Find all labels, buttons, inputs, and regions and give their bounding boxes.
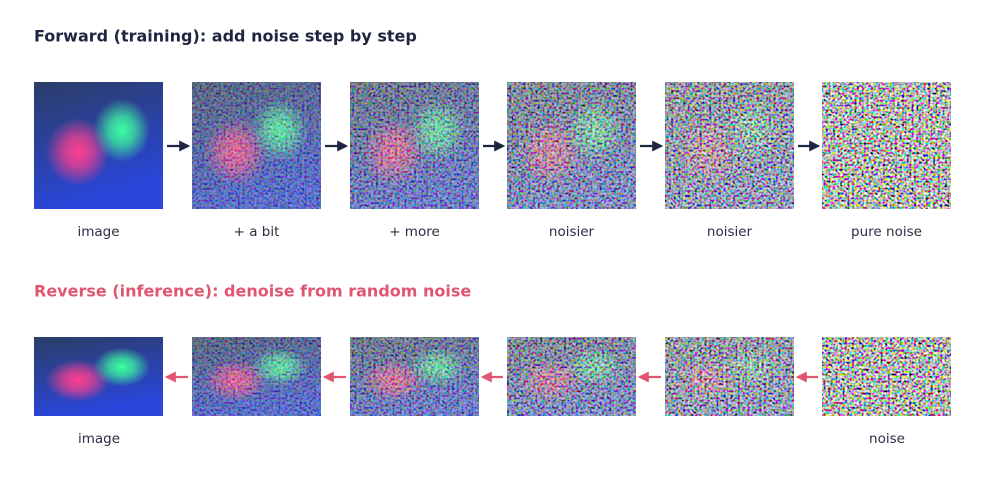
noise [822, 337, 951, 416]
image-tile [665, 337, 794, 416]
tile-content [34, 337, 163, 416]
green-blob [93, 98, 151, 163]
image-tile [665, 82, 794, 209]
image-tile [350, 82, 479, 209]
tile-content [34, 82, 163, 209]
image-tile [822, 82, 951, 209]
image-tile [822, 337, 951, 416]
green-blob [93, 347, 151, 387]
tile-content [822, 82, 951, 209]
tile-content [507, 82, 636, 209]
tile-content [665, 82, 794, 209]
noise [822, 82, 951, 209]
tile-content [350, 337, 479, 416]
noise [192, 337, 321, 416]
image-tile [34, 82, 163, 209]
image-tile [192, 82, 321, 209]
noise [350, 82, 479, 209]
image-tile [507, 337, 636, 416]
forward-label: noisier [549, 224, 595, 240]
forward-title: Forward (training): add noise step by st… [34, 27, 417, 46]
tile-content [192, 337, 321, 416]
reverse-start-label: image [78, 431, 120, 447]
reverse-end-label: noise [869, 431, 905, 447]
noise [665, 82, 794, 209]
tile-content [822, 337, 951, 416]
image-tile [192, 337, 321, 416]
reverse-title: Reverse (inference): denoise from random… [34, 282, 471, 301]
tile-content [665, 337, 794, 416]
tile-content [192, 82, 321, 209]
forward-label: pure noise [851, 224, 922, 240]
noise [507, 82, 636, 209]
forward-label: noisier [707, 224, 753, 240]
image-tile [507, 82, 636, 209]
noise [507, 337, 636, 416]
noise [350, 337, 479, 416]
noise [665, 337, 794, 416]
noise [192, 82, 321, 209]
forward-label: image [77, 224, 119, 240]
tile-content [507, 337, 636, 416]
image-tile [350, 337, 479, 416]
tile-content [350, 82, 479, 209]
image-tile [34, 337, 163, 416]
forward-label: + a bit [234, 224, 280, 240]
forward-label: + more [389, 224, 440, 240]
